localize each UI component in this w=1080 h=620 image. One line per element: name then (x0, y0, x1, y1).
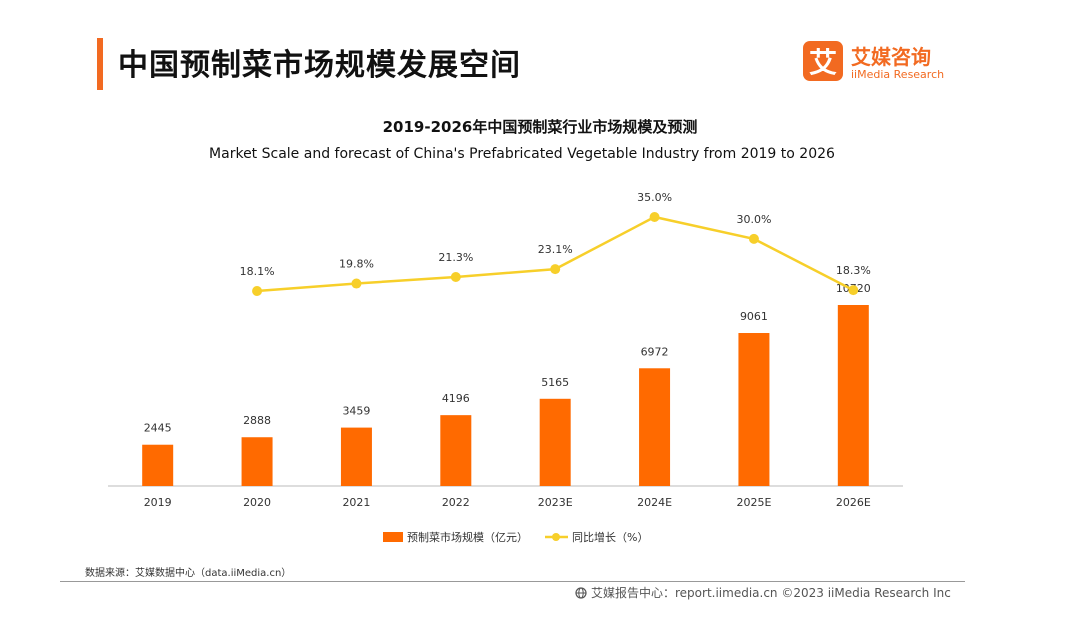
logo-mark: 艾 (803, 41, 843, 81)
footer-text: 艾媒报告中心：report.iimedia.cn ©2023 iiMedia R… (591, 586, 951, 600)
x-tick-label-2020: 2020 (243, 496, 271, 509)
title-accent-bar (97, 38, 103, 90)
bar-value-label-2019: 2445 (144, 422, 172, 435)
growth-label-2021: 19.8% (339, 258, 374, 271)
logo-name-cn: 艾媒咨询 (851, 45, 931, 69)
bar-2020 (241, 437, 273, 486)
growth-point-2020 (252, 286, 263, 296)
growth-point-2024E (649, 212, 660, 222)
x-tick-label-2025E: 2025E (736, 496, 771, 509)
x-tick-label-2021: 2021 (342, 496, 370, 509)
bar-value-label-2025E: 9061 (740, 310, 768, 323)
growth-label-2024E: 35.0% (637, 191, 672, 204)
growth-point-2022 (450, 271, 461, 282)
legend-label-market-size: 预制菜市场规模（亿元） (407, 530, 528, 544)
bar-value-label-2020: 2888 (243, 414, 271, 427)
logo-name-en: iiMedia Research (851, 68, 945, 81)
page-title: 中国预制菜市场规模发展空间 (118, 48, 521, 83)
bar-value-label-2022: 4196 (442, 392, 470, 405)
growth-label-2022: 21.3% (438, 251, 473, 264)
bar-2021 (340, 427, 372, 486)
footer: 艾媒报告中心：report.iimedia.cn ©2023 iiMedia R… (575, 584, 951, 601)
x-tick-label-2022: 2022 (442, 496, 470, 509)
growth-point-2026E (848, 285, 859, 296)
bar-value-label-2024E: 6972 (641, 345, 669, 358)
chart-title: 2019-2026年中国预制菜行业市场规模及预测 (382, 118, 698, 136)
bar-2022 (440, 415, 472, 486)
legend-swatch-growth-dot (552, 533, 560, 541)
x-tick-label-2024E: 2024E (637, 496, 672, 509)
chart-subtitle: Market Scale and forecast of China's Pre… (209, 146, 835, 162)
legend-label-growth: 同比增长（%） (572, 530, 648, 544)
growth-label-2025E: 30.0% (736, 213, 771, 226)
growth-label-2026E: 18.3% (836, 264, 871, 277)
x-tick-label-2026E: 2026E (836, 496, 871, 509)
x-tick-label-2023E: 2023E (538, 496, 573, 509)
bar-2025E (738, 333, 770, 486)
bar-2024E (639, 368, 671, 486)
bar-value-label-2023E: 5165 (541, 376, 569, 389)
growth-label-2020: 18.1% (240, 265, 275, 278)
growth-label-2023E: 23.1% (538, 243, 573, 256)
growth-point-2025E (748, 233, 759, 244)
bar-2019 (142, 444, 174, 486)
growth-point-2021 (351, 278, 362, 289)
bar-value-label-2021: 3459 (342, 405, 370, 418)
footer-divider (60, 581, 965, 582)
growth-point-2023E (550, 264, 561, 275)
globe-icon (575, 586, 587, 599)
bar-2026E (837, 305, 869, 486)
data-source: 数据来源：艾媒数据中心（data.iiMedia.cn） (85, 568, 292, 579)
bar-2023E (539, 398, 571, 486)
x-tick-label-2019: 2019 (144, 496, 172, 509)
legend-swatch-market-size (383, 532, 403, 542)
brand-logo: 艾 艾媒咨询 iiMedia Research (803, 41, 953, 87)
